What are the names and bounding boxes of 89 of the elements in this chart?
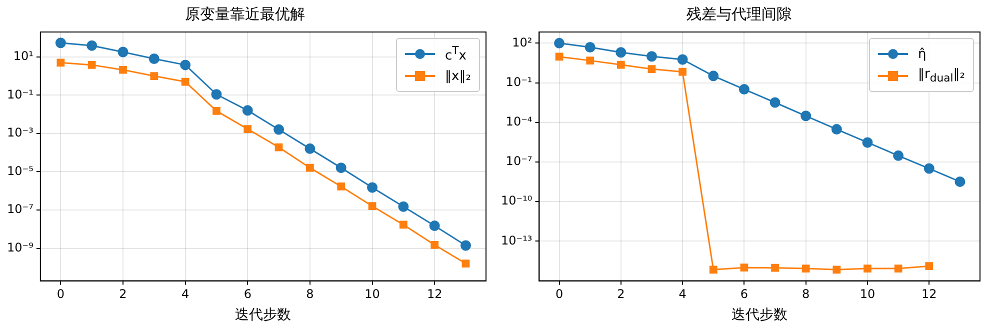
legend-label: η̂ xyxy=(918,46,926,62)
point xyxy=(150,72,158,80)
point xyxy=(646,51,657,62)
point xyxy=(398,201,409,212)
point xyxy=(832,266,841,274)
y-tick-label: 10⁻¹⁰ xyxy=(500,194,532,208)
point xyxy=(148,54,160,64)
x-tick-label: 6 xyxy=(244,287,252,302)
point xyxy=(554,38,565,48)
point xyxy=(430,240,439,249)
point xyxy=(740,264,748,272)
x-tick-label: 6 xyxy=(740,287,748,302)
point xyxy=(211,89,222,100)
point xyxy=(954,176,966,187)
y-tick-label: 10⁻¹ xyxy=(506,74,532,89)
x-axis-title: 迭代步数 xyxy=(732,307,788,324)
x-tick-label: 4 xyxy=(181,287,190,302)
legend-label: c$^{T}$x xyxy=(445,44,466,64)
point xyxy=(771,264,779,272)
point xyxy=(88,61,96,69)
point xyxy=(555,52,564,61)
y-tick-label: 10⁻¹ xyxy=(6,87,34,102)
point xyxy=(462,260,470,268)
point xyxy=(616,47,626,58)
point xyxy=(864,264,872,272)
x-tick-label: 0 xyxy=(555,287,564,302)
point xyxy=(336,162,346,174)
point xyxy=(118,46,128,58)
point xyxy=(399,220,408,229)
y-tick-label: 10⁻⁷ xyxy=(6,202,34,216)
point xyxy=(180,60,191,70)
point xyxy=(894,264,902,272)
point xyxy=(925,262,934,270)
legend-label: ‖r$_{dual}$‖₂ xyxy=(918,67,965,85)
y-tick-label: 10⁻⁷ xyxy=(506,154,532,168)
x-axis-title: 迭代步数 xyxy=(235,307,292,324)
y-tick-label: 10⁻³ xyxy=(6,126,34,140)
x-tick-label: 12 xyxy=(426,287,442,302)
legend-label: ‖x‖₂ xyxy=(445,68,471,84)
point xyxy=(924,163,934,174)
point xyxy=(368,202,376,210)
chart-title: 原变量靠近最优解 xyxy=(185,4,305,23)
point xyxy=(678,68,686,76)
point xyxy=(862,137,873,148)
point xyxy=(648,65,656,73)
point xyxy=(367,182,378,193)
point xyxy=(242,105,253,116)
point xyxy=(55,38,66,48)
point xyxy=(831,124,842,135)
x-tick-label: 8 xyxy=(802,287,810,302)
point xyxy=(677,54,688,65)
point xyxy=(119,66,127,74)
point xyxy=(212,107,220,115)
point xyxy=(181,78,190,86)
y-tick-label: 10⁻⁹ xyxy=(6,240,34,254)
point xyxy=(244,125,252,133)
chart-title: 残差与代理间隙 xyxy=(686,4,792,23)
x-tick-label: 4 xyxy=(678,287,686,302)
x-tick-label: 8 xyxy=(306,287,314,302)
point xyxy=(802,264,810,272)
point xyxy=(274,124,284,135)
point xyxy=(708,70,719,82)
y-tick-label: 10² xyxy=(512,35,532,50)
x-tick-label: 2 xyxy=(119,287,127,302)
point xyxy=(709,266,718,274)
point xyxy=(584,42,596,52)
x-tick-label: 10 xyxy=(364,287,380,302)
y-tick-label: 10¹ xyxy=(13,49,34,64)
x-tick-label: 12 xyxy=(922,287,937,302)
y-tick-label: 10⁻⁴ xyxy=(506,114,532,128)
point xyxy=(337,182,346,190)
y-tick-label: 10⁻⁵ xyxy=(6,164,34,178)
y-tick-label: 10⁻¹³ xyxy=(500,233,532,248)
point xyxy=(56,58,65,67)
point xyxy=(429,220,440,232)
point xyxy=(304,143,316,154)
point xyxy=(86,40,98,51)
x-tick-label: 2 xyxy=(617,287,625,302)
point xyxy=(274,143,283,152)
point xyxy=(616,60,625,69)
point xyxy=(800,110,812,122)
x-tick-label: 10 xyxy=(860,287,876,302)
x-tick-label: 0 xyxy=(56,287,64,302)
point xyxy=(770,97,780,108)
point xyxy=(306,164,314,172)
point xyxy=(460,240,471,251)
point xyxy=(893,150,904,161)
point xyxy=(586,56,594,64)
point xyxy=(738,84,750,95)
